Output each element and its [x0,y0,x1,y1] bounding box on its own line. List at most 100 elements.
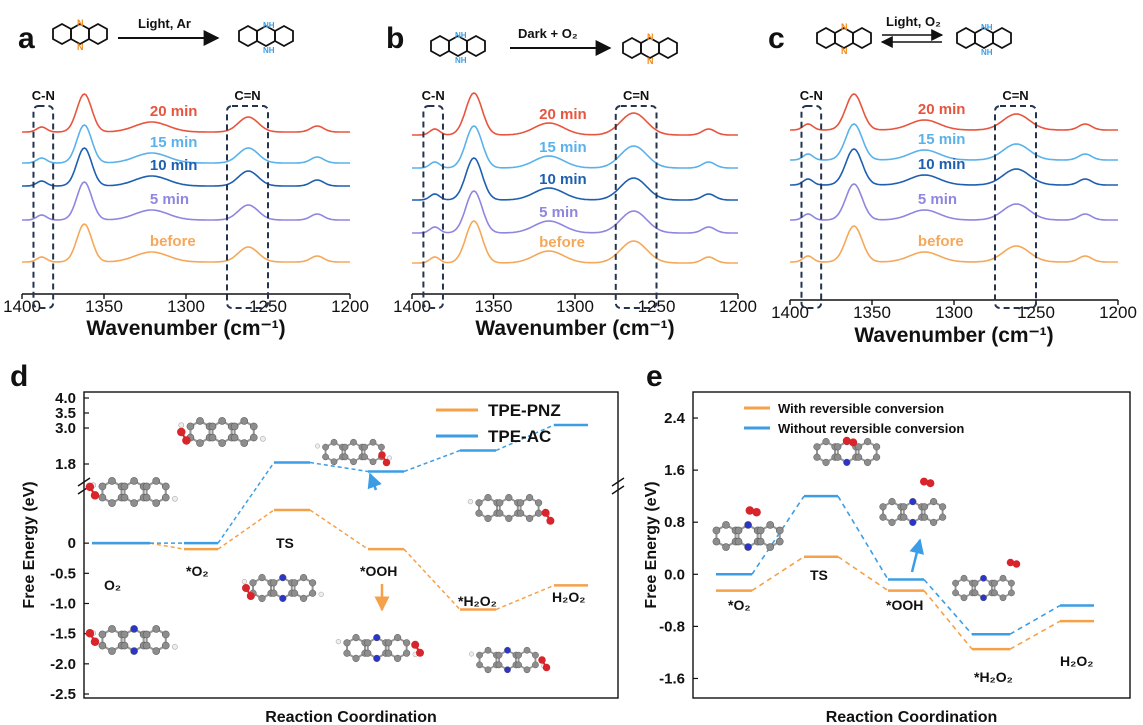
y-tick-label: 0 [68,535,76,552]
spectrum-trace [22,223,350,263]
carbon-atom [120,641,129,650]
c-eq-n-annotation: C=N [1002,88,1028,103]
connector [923,590,973,650]
carbon-atom [532,661,539,669]
x-tick-label: 1350 [475,297,513,316]
carbon-atom [230,422,239,431]
nitrogen-atom [504,666,511,674]
carbon-atom [999,594,1007,602]
legend-label: Without reversible conversion [778,421,964,436]
carbon-atom [929,497,938,506]
oxygen-atom [542,663,551,672]
carbon-atom [523,646,531,654]
reaction-condition-c: Light, O₂ [886,14,941,29]
molecule-dihydrophenazine-icon: NH NH [956,23,1012,57]
carbon-atom [249,433,258,442]
carbon-atom [120,493,129,502]
carbon-atom [299,594,308,603]
carbon-atom [516,499,525,507]
legend-label: With reversible conversion [778,401,944,416]
hydrogen-atom [172,495,178,502]
carbon-atom [900,503,908,511]
spectrum-trace [790,123,1118,161]
carbon-atom [330,438,338,446]
trace-label: 5 min [918,191,957,208]
connector [495,424,555,452]
y-tick-label: -2.5 [50,686,76,703]
connector [309,461,369,473]
svg-text:NH: NH [263,46,275,55]
carbon-atom [130,499,138,507]
svg-text:N: N [77,18,84,28]
oxygen-atom [745,506,755,515]
hydrogen-atom [467,498,474,505]
carbon-atom [309,589,317,597]
state-label: H₂O₂ [1060,653,1093,669]
carbon-atom [230,433,239,442]
carbon-atom [378,443,385,451]
carbon-atom [208,422,217,431]
cn-highlight-box [422,105,444,309]
carbon-atom [475,499,483,507]
axis-break-mark [77,477,91,487]
connector [1009,604,1061,635]
carbon-atom [929,518,938,527]
trace-label: 15 min [918,131,966,148]
molecule-model-icon [335,633,424,663]
oxygen-atom [546,516,555,525]
y-tick-label: -0.8 [659,618,685,635]
carbon-atom [484,493,492,502]
carbon-atom [991,579,998,587]
molecule-model-icon [952,558,1021,602]
y-axis-label: Free Energy (eV) [21,481,38,608]
carbon-atom [952,579,959,587]
x-axis-label: Reaction Coordination [265,709,437,725]
x-tick-label: 1400 [3,297,41,316]
carbon-atom [161,641,170,650]
nitrogen-atom [279,573,287,582]
state-label: TS [276,535,294,551]
carbon-atom [384,639,393,647]
carbon-atom [142,630,151,639]
spectrum-trace [22,124,350,164]
carbon-atom [535,499,543,507]
x-tick-label: 1300 [167,297,205,316]
plot-frame [83,391,619,699]
carbon-atom [822,437,830,446]
carbon-atom [218,439,226,447]
molecule-model-icon [467,493,555,525]
trace-label: 10 min [539,171,587,188]
svg-text:NH: NH [263,21,275,30]
y-tick-label: -1.0 [50,595,76,612]
carbon-atom [369,438,377,446]
oxygen-atom [382,458,391,467]
carbon-atom [108,625,116,633]
carbon-atom [523,666,531,674]
molecule-model-icon [813,436,881,467]
spectrum-trace [790,148,1118,186]
nitrogen-atom [373,633,381,642]
svg-text:N: N [77,42,84,52]
carbon-atom [322,443,329,451]
c-eq-n-highlight-box [226,105,269,309]
x-tick-label: 1200 [331,297,369,316]
molecule-model-icon [712,506,784,551]
oxygen-atom [85,482,95,492]
carbon-atom [863,437,872,446]
carbon-atom [270,579,278,587]
carbon-atom [822,458,830,467]
y-tick-label: -1.6 [659,670,685,687]
carbon-atom [152,625,161,633]
carbon-atom [364,639,372,647]
molecule-model-icon [85,625,178,655]
carbon-atom [505,514,513,523]
hydrogen-atom [178,422,185,429]
molecule-model-icon [241,573,324,603]
carbon-atom [384,649,393,657]
nitrogen-atom [909,518,917,527]
spectrum-trace [790,225,1118,263]
carbon-atom [369,458,377,466]
spectrum-trace [412,220,738,264]
carbon-atom [403,649,411,657]
oxygen-atom [926,479,935,488]
